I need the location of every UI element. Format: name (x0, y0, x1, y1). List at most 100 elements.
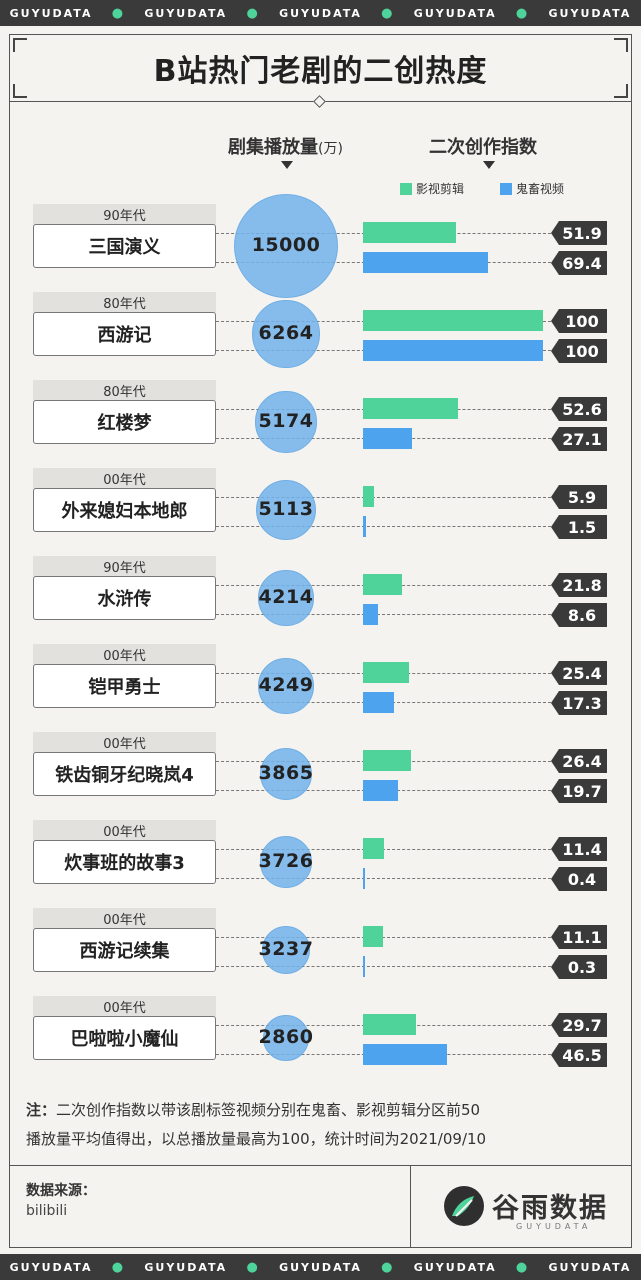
footnote-line2: 播放量平均值得出，以总播放量最高为100，统计时间为2021/09/10 (26, 1130, 487, 1148)
value-tag-remix: 27.1 (551, 427, 607, 451)
bar-remix (363, 1044, 447, 1065)
plays-column-header: 剧集播放量(万) (228, 133, 343, 159)
value-tag-remix: 100 (551, 339, 607, 363)
plays-bubble (252, 300, 320, 368)
guide-line (216, 526, 551, 527)
plays-bubble (258, 658, 314, 714)
era-label: 00年代 (33, 732, 216, 753)
dot-icon: ● (111, 1259, 126, 1275)
plays-header-unit: (万) (318, 141, 343, 157)
value-tag-film-edit: 29.7 (551, 1013, 607, 1037)
bar-film-edit (363, 574, 403, 595)
bar-remix (363, 780, 399, 801)
era-label: 80年代 (33, 380, 216, 401)
corner-ornament (13, 38, 27, 52)
guide-line (216, 614, 551, 615)
band-word: GUYUDATA (144, 1260, 228, 1274)
value-tag-film-edit: 11.4 (551, 837, 607, 861)
footnote-label: 注： (26, 1101, 57, 1119)
era-label: 00年代 (33, 820, 216, 841)
value-tag-remix: 0.3 (551, 955, 607, 979)
source-label: 数据来源： (26, 1183, 96, 1199)
plays-bubble (255, 479, 317, 541)
value-tag-film-edit: 51.9 (551, 221, 607, 245)
band-word: GUYUDATA (548, 6, 632, 20)
drama-name: 铠甲勇士 (33, 664, 216, 708)
bar-remix (363, 604, 379, 625)
plays-value: 4249 (258, 674, 314, 696)
bar-film-edit (363, 222, 457, 243)
era-label: 00年代 (33, 644, 216, 665)
dot-icon: ● (381, 1259, 395, 1275)
drama-name: 巴啦啦小魔仙 (33, 1016, 216, 1060)
bar-remix (363, 868, 365, 889)
dot-icon: ● (111, 5, 126, 21)
source-value: bilibili (26, 1203, 68, 1219)
plays-value: 6264 (258, 322, 314, 344)
drama-name: 铁齿铜牙纪晓岚4 (33, 752, 216, 796)
plays-value: 3726 (258, 850, 314, 872)
value-tag-film-edit: 52.6 (551, 397, 607, 421)
plays-bubble (259, 747, 313, 801)
bar-film-edit (363, 398, 458, 419)
band-word: GUYUDATA (413, 6, 497, 20)
drama-name: 西游记 (33, 312, 216, 356)
plays-bubble (234, 194, 338, 298)
bottom-band: GUYUDATA ● GUYUDATA ● GUYUDATA ● GUYUDATA ● GUYU… (0, 1254, 641, 1280)
band-word: GUYUDATA (9, 1260, 93, 1274)
legend-label-blue: 鬼畜视频 (516, 182, 565, 196)
drama-name: 炊事班的故事3 (33, 840, 216, 884)
top-band: GUYUDATA ● GUYUDATA ● GUYUDATA ● GUYUDATA ● GUYU… (0, 0, 641, 26)
bar-remix (363, 516, 366, 537)
plays-bubble (261, 925, 311, 975)
guide-line (216, 878, 551, 879)
arrow-down-icon (281, 161, 293, 169)
dot-icon: ● (246, 1259, 260, 1275)
logo-subtext: GUYUDATA (516, 1222, 592, 1231)
plays-bubble (258, 570, 314, 626)
drama-name: 外来媳妇本地郎 (33, 488, 216, 532)
chart-frame (9, 34, 632, 1248)
bar-film-edit (363, 1014, 417, 1035)
value-tag-remix: 46.5 (551, 1043, 607, 1067)
plays-bubble (263, 1015, 309, 1061)
bar-remix (363, 340, 543, 361)
value-tag-film-edit: 100 (551, 309, 607, 333)
band-word: GUYUDATA (144, 6, 228, 20)
plays-value: 3237 (258, 938, 314, 960)
bar-remix (363, 956, 365, 977)
drama-name: 西游记续集 (33, 928, 216, 972)
bar-remix (363, 692, 395, 713)
dot-icon: ● (515, 1259, 530, 1275)
plays-value: 2860 (258, 1026, 314, 1048)
bar-remix (363, 428, 412, 449)
page-title: B站热门老剧的二创热度 (153, 53, 488, 89)
era-label: 80年代 (33, 292, 216, 313)
dot-icon: ● (381, 5, 395, 21)
plays-value: 5113 (258, 498, 314, 520)
drama-name: 水浒传 (33, 576, 216, 620)
value-tag-film-edit: 21.8 (551, 573, 607, 597)
footnote: 注：二次创作指数以带该剧标签视频分别在鬼畜、影视剪辑分区前50 播放量平均值得出… (26, 1096, 626, 1154)
dot-icon: ● (246, 5, 260, 21)
plays-header-label: 剧集播放量 (228, 137, 318, 158)
logo-icon (444, 1186, 484, 1226)
band-word: GUYUDATA (279, 1260, 362, 1274)
value-tag-film-edit: 11.1 (551, 925, 607, 949)
footer-vertical-divider (410, 1165, 411, 1248)
plays-value: 4214 (258, 586, 314, 608)
header: B站热门老剧的二创热度 (9, 34, 632, 102)
era-label: 90年代 (33, 204, 216, 225)
guide-line (216, 937, 551, 938)
value-tag-film-edit: 5.9 (551, 485, 607, 509)
value-tag-remix: 1.5 (551, 515, 607, 539)
band-word: GUYUDATA (279, 6, 362, 20)
value-tag-remix: 17.3 (551, 691, 607, 715)
guide-line (216, 966, 551, 967)
plays-value: 15000 (251, 234, 321, 256)
bar-film-edit (363, 926, 383, 947)
band-word: GUYUDATA (9, 6, 93, 20)
legend-blue: 鬼畜视频 (500, 180, 564, 197)
value-tag-remix: 8.6 (551, 603, 607, 627)
legend-green: 影视剪辑 (400, 180, 464, 197)
